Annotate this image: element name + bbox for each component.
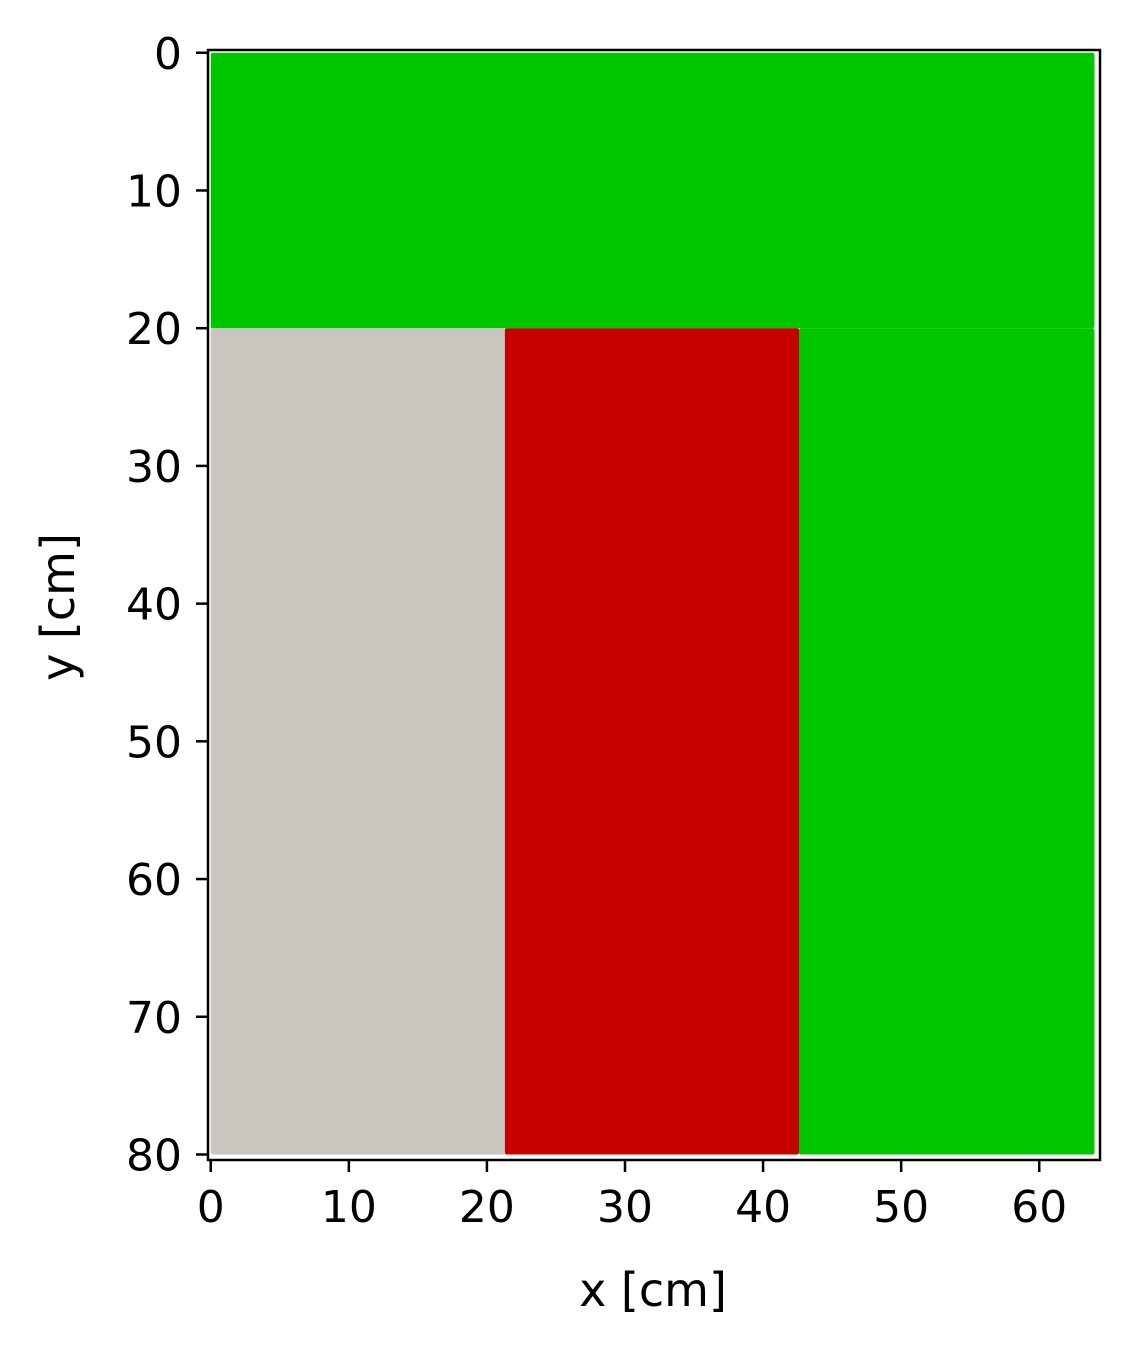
y-tick-label-0: 0 — [154, 29, 182, 80]
x-tick-label-0: 0 — [197, 1182, 225, 1233]
x-tick-label-1: 10 — [321, 1182, 377, 1233]
region-1 — [210, 328, 505, 1155]
x-tick-label-3: 30 — [597, 1182, 653, 1233]
y-tick-label-2: 20 — [126, 304, 182, 355]
x-axis-label: x [cm] — [579, 1263, 727, 1317]
y-tick-label-4: 40 — [126, 580, 182, 631]
plot-frame — [206, 48, 1102, 1162]
y-tick-label-6: 60 — [126, 855, 182, 906]
y-tick-label-1: 10 — [126, 166, 182, 217]
region-2 — [504, 328, 799, 1155]
region-0 — [210, 52, 1095, 329]
regions-layer — [210, 52, 1095, 1155]
x-tick-label-2: 20 — [459, 1182, 515, 1233]
x-tick-label-6: 60 — [1011, 1182, 1067, 1233]
region-3 — [798, 328, 1095, 1155]
x-tick-label-4: 40 — [735, 1182, 791, 1233]
y-tick-label-7: 70 — [126, 993, 182, 1044]
y-tick-label-8: 80 — [126, 1130, 182, 1181]
y-tick-label-3: 30 — [126, 442, 182, 493]
y-axis-label: y [cm] — [31, 533, 85, 681]
x-axis-ticks: 0 10 20 30 40 50 60 — [197, 1160, 1067, 1233]
x-tick-label-5: 50 — [873, 1182, 929, 1233]
y-axis-ticks: 0 10 20 30 40 50 60 70 80 — [126, 29, 208, 1181]
y-tick-label-5: 50 — [126, 717, 182, 768]
